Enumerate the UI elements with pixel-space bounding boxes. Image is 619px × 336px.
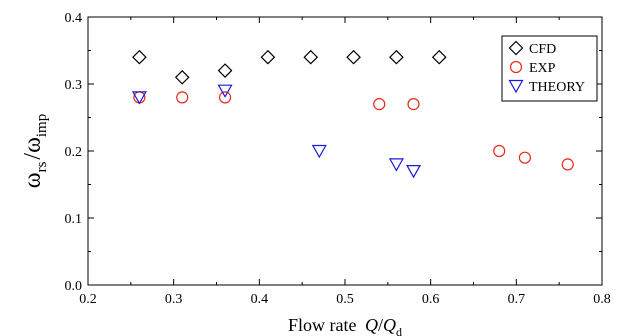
data-point (407, 97, 420, 111)
y-axis-label-var: ω (20, 172, 46, 188)
legend-box (501, 35, 598, 102)
series-cfd (132, 49, 447, 85)
legend-marker-exp (509, 60, 523, 74)
y-axis-label-sub: rs (34, 161, 50, 172)
legend-marker-cfd (508, 40, 524, 56)
x-axis-label-sub: d (396, 325, 402, 336)
data-point (518, 151, 532, 164)
data-point (218, 91, 232, 104)
legend-label-cfd: CFD (529, 42, 556, 57)
legend-label-exp: EXP (529, 61, 556, 76)
y-axis-ticks: 0.0 0.1 0.2 0.3 0.4 (65, 11, 602, 294)
y-tick-label: 0.4 (65, 11, 83, 26)
legend-label-theory: THEORY (529, 80, 585, 95)
y-tick-label: 0.0 (65, 279, 83, 294)
y-axis-label-sep: / (20, 153, 46, 160)
series-exp (133, 91, 574, 171)
x-tick-label: 0.4 (251, 292, 269, 307)
data-point (217, 84, 233, 98)
data-point (389, 49, 404, 65)
x-tick-label: 0.6 (422, 292, 440, 307)
y-axis-label: ωrs/ωimp (20, 114, 50, 188)
x-tick-label: 0.7 (508, 292, 526, 307)
legend-marker-theory (508, 79, 524, 94)
y-axis-label-sub2: imp (34, 114, 50, 137)
x-tick-label: 0.3 (165, 292, 183, 307)
legend: CFD EXP THEORY (501, 35, 598, 102)
data-point (303, 49, 319, 65)
y-tick-label: 0.3 (65, 78, 83, 93)
series-theory (131, 84, 422, 179)
data-point (431, 49, 447, 65)
data-point (561, 158, 574, 171)
data-point (406, 165, 422, 179)
data-point (388, 158, 404, 172)
y-tick-label: 0.2 (65, 145, 83, 160)
data-point (174, 69, 190, 85)
x-axis-ticks: 0.2 0.3 0.4 0.5 0.6 0.7 0.8 (79, 17, 611, 307)
x-tick-label: 0.2 (79, 292, 97, 307)
x-axis-label-var2: Q (383, 315, 396, 335)
x-tick-label: 0.5 (336, 292, 354, 307)
x-axis-label: Flow rate Q/Qd (288, 315, 402, 336)
data-marks (131, 49, 574, 179)
x-axis-label-sep: / (378, 315, 383, 335)
data-point (311, 144, 327, 159)
data-point (373, 97, 386, 111)
data-point (260, 49, 276, 65)
x-axis-label-text: Flow rate (288, 315, 356, 335)
y-tick-label: 0.1 (65, 212, 83, 227)
data-point (132, 49, 147, 65)
data-point (346, 49, 361, 65)
x-tick-label: 0.8 (593, 292, 611, 307)
data-point (217, 63, 233, 78)
x-axis-label-var: Q (365, 315, 378, 335)
data-point (176, 91, 189, 104)
data-point (493, 144, 506, 158)
data-point (131, 91, 147, 105)
y-axis-label-var2: ω (20, 137, 46, 153)
